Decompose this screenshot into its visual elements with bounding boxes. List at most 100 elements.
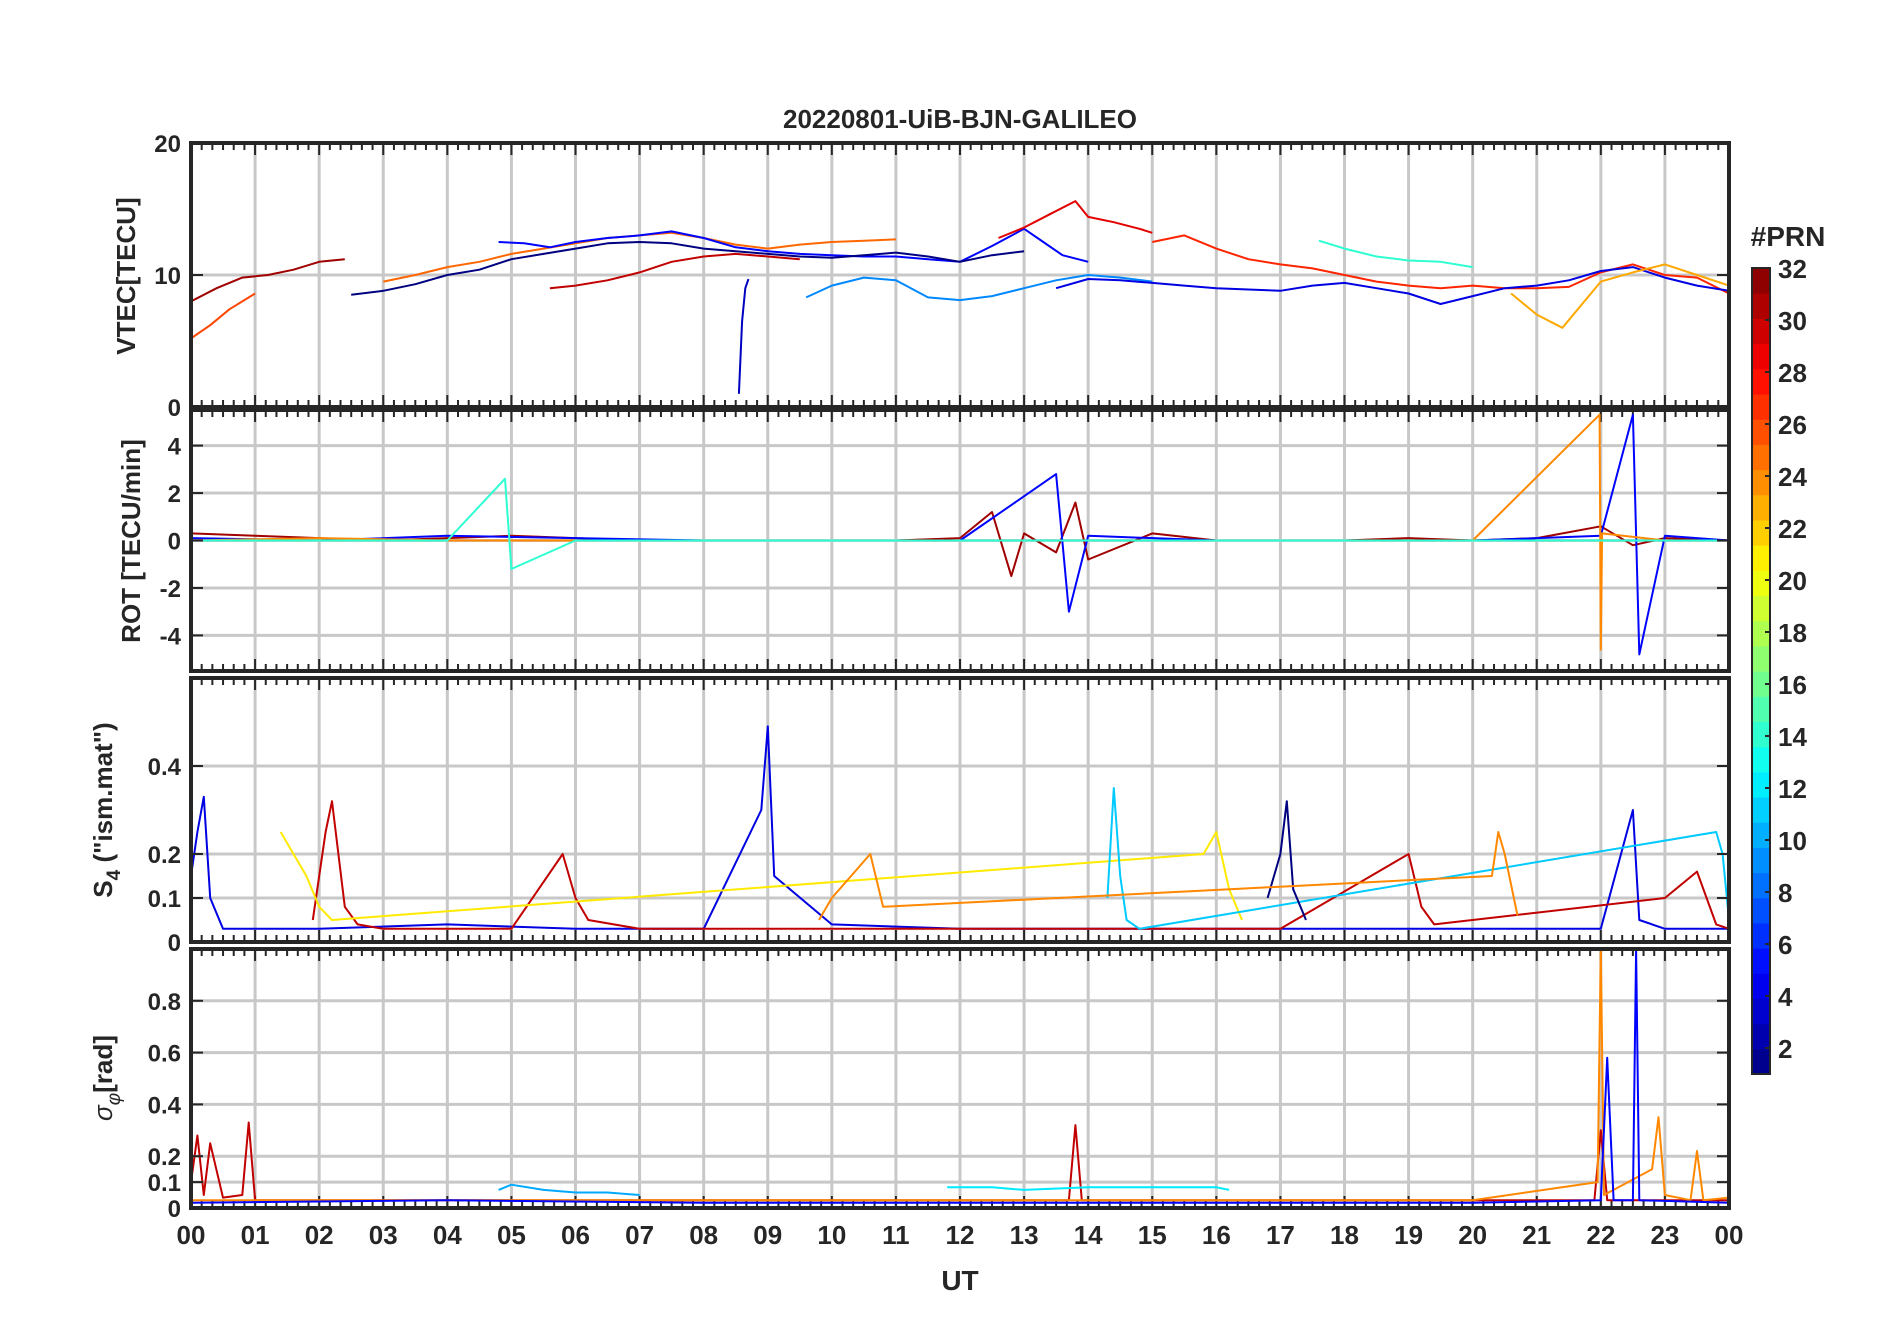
series-line-prn-10 — [498, 1183, 640, 1196]
colorbar-segment — [1752, 469, 1770, 496]
series-line-prn-14 — [191, 477, 1729, 570]
y-tick-label: 0.4 — [148, 1092, 182, 1119]
axes-frame — [189, 947, 1731, 1210]
colorbar-segment — [1752, 897, 1770, 924]
panel-sigma-phi: 00.10.2 0.4 0.6 0.8 00 01 02 03 04 05 06 07 08 09 10 11… — [148, 947, 1744, 1250]
y-tick-label: 0.8 — [148, 989, 181, 1016]
x-tick-label: 08 — [689, 1220, 718, 1250]
colorbar-segment — [1752, 872, 1770, 899]
x-tick-label: 22 — [1586, 1220, 1615, 1250]
x-tick-label: 00 — [177, 1220, 206, 1250]
x-tick-label: 14 — [1074, 1220, 1103, 1250]
colorbar-segment — [1752, 847, 1770, 874]
colorbar-tick-label: 28 — [1778, 358, 1807, 388]
colorbar-tick-label: 14 — [1778, 722, 1807, 752]
colorbar-segment — [1752, 343, 1770, 370]
colorbar-segment — [1752, 796, 1770, 823]
xlabel-ut: UT — [941, 1265, 978, 1296]
series-line-prn-1 — [351, 241, 1025, 296]
y-tick-label: 20 — [154, 131, 181, 158]
x-tick-label: 15 — [1138, 1220, 1167, 1250]
colorbar-tick-label: 20 — [1778, 566, 1807, 596]
series-line-prn-26 — [191, 292, 256, 340]
series-line-prn-1 — [1266, 800, 1307, 921]
colorbar-segment — [1752, 998, 1770, 1025]
colorbar-label: #PRN — [1751, 221, 1826, 252]
colorbar-frame — [1751, 267, 1771, 1075]
panel-vtec: 0 10 20 — [154, 131, 1731, 422]
y-tick-label: -2 — [160, 576, 181, 603]
colorbar-tick-label: 30 — [1778, 306, 1807, 336]
series-line-prn-5 — [191, 949, 1729, 1204]
x-tick-label: 05 — [497, 1220, 526, 1250]
series-line-prn-24 — [191, 949, 1729, 1202]
colorbar-segment — [1752, 671, 1770, 697]
figure-title: 20220801-UiB-BJN-GALILEO — [783, 104, 1137, 134]
series-line-prn-4 — [191, 725, 1729, 930]
x-tick-label: 21 — [1522, 1220, 1551, 1250]
x-tick-label: 07 — [625, 1220, 654, 1250]
x-tick-label: 17 — [1266, 1220, 1295, 1250]
colorbar-segment — [1752, 318, 1770, 345]
axes-frame — [189, 676, 1731, 944]
y-tick-label: 0 — [168, 930, 181, 957]
ylabel-s4: S4 ("ism.mat") — [88, 722, 125, 897]
colorbar-tick-label: 4 — [1778, 982, 1793, 1012]
series-group — [191, 200, 1729, 394]
y-tick-label: 0.4 — [148, 754, 182, 781]
y-tick-label: 0.1 — [148, 886, 181, 913]
series-line-prn-21 — [279, 831, 1243, 921]
y-tick-label: 2 — [168, 481, 181, 508]
colorbar-segment — [1752, 973, 1770, 1000]
series-line-prn-29 — [998, 200, 1153, 239]
x-tick-label: 10 — [817, 1220, 846, 1250]
colorbar-segment — [1752, 595, 1770, 622]
colorbar-segment — [1752, 444, 1770, 471]
colorbar-tick-label: 16 — [1778, 670, 1807, 700]
series-line-prn-5 — [191, 413, 1729, 656]
colorbar-segment — [1752, 519, 1770, 546]
series-line-prn-5 — [498, 227, 1089, 263]
x-tick-label: 09 — [753, 1220, 782, 1250]
colorbar-segment — [1752, 746, 1770, 773]
colorbar-segment — [1752, 771, 1770, 798]
series-line-prn-31 — [191, 258, 345, 303]
x-tick-label: 23 — [1650, 1220, 1679, 1250]
series-line-prn-30 — [311, 800, 1729, 930]
colorbar-segment — [1752, 268, 1770, 294]
y-tick-label: 0 — [168, 395, 181, 422]
colorbar-segment — [1752, 1023, 1770, 1050]
colorbar-tick-label: 18 — [1778, 618, 1807, 648]
series-group — [191, 949, 1729, 1204]
colorbar-segment — [1752, 419, 1770, 445]
series-group — [191, 725, 1729, 930]
y-tick-label: 4 — [168, 434, 182, 461]
x-tick-label: 20 — [1458, 1220, 1487, 1250]
series-line-prn-9 — [805, 274, 1153, 302]
ylabel-rot: ROT [TECU/min] — [116, 439, 146, 643]
y-tick-label: 0 — [168, 529, 181, 556]
series-line-prn-23 — [1510, 263, 1729, 329]
x-tick-label: 02 — [305, 1220, 334, 1250]
colorbar-segment — [1752, 620, 1770, 647]
panel-rot: -4 -2 0 2 4 — [160, 408, 1731, 673]
x-tick-label: 06 — [561, 1220, 590, 1250]
colorbar-segment — [1752, 822, 1770, 848]
colorbar-segment — [1752, 545, 1770, 571]
colorbar-segment — [1752, 1048, 1770, 1075]
x-tick-label: 00 — [1715, 1220, 1744, 1250]
colorbar-tick-label: 26 — [1778, 410, 1807, 440]
colorbar-tick-label: 24 — [1778, 462, 1807, 492]
colorbar-segment — [1752, 293, 1770, 319]
series-line-prn-11 — [1106, 787, 1729, 930]
colorbar-segment — [1752, 393, 1770, 420]
colorbar-tick-label: 2 — [1778, 1034, 1792, 1064]
series-line-prn-12 — [947, 1186, 1230, 1191]
colorbar-segment — [1752, 570, 1770, 597]
colorbar-segment — [1752, 368, 1770, 395]
colorbar-tick-label: 32 — [1778, 254, 1807, 284]
y-tick-label: 10 — [154, 263, 181, 290]
x-tick-label: 01 — [241, 1220, 270, 1250]
colorbar-tick-label: 12 — [1778, 774, 1807, 804]
y-tick-label: 0.6 — [148, 1041, 181, 1068]
